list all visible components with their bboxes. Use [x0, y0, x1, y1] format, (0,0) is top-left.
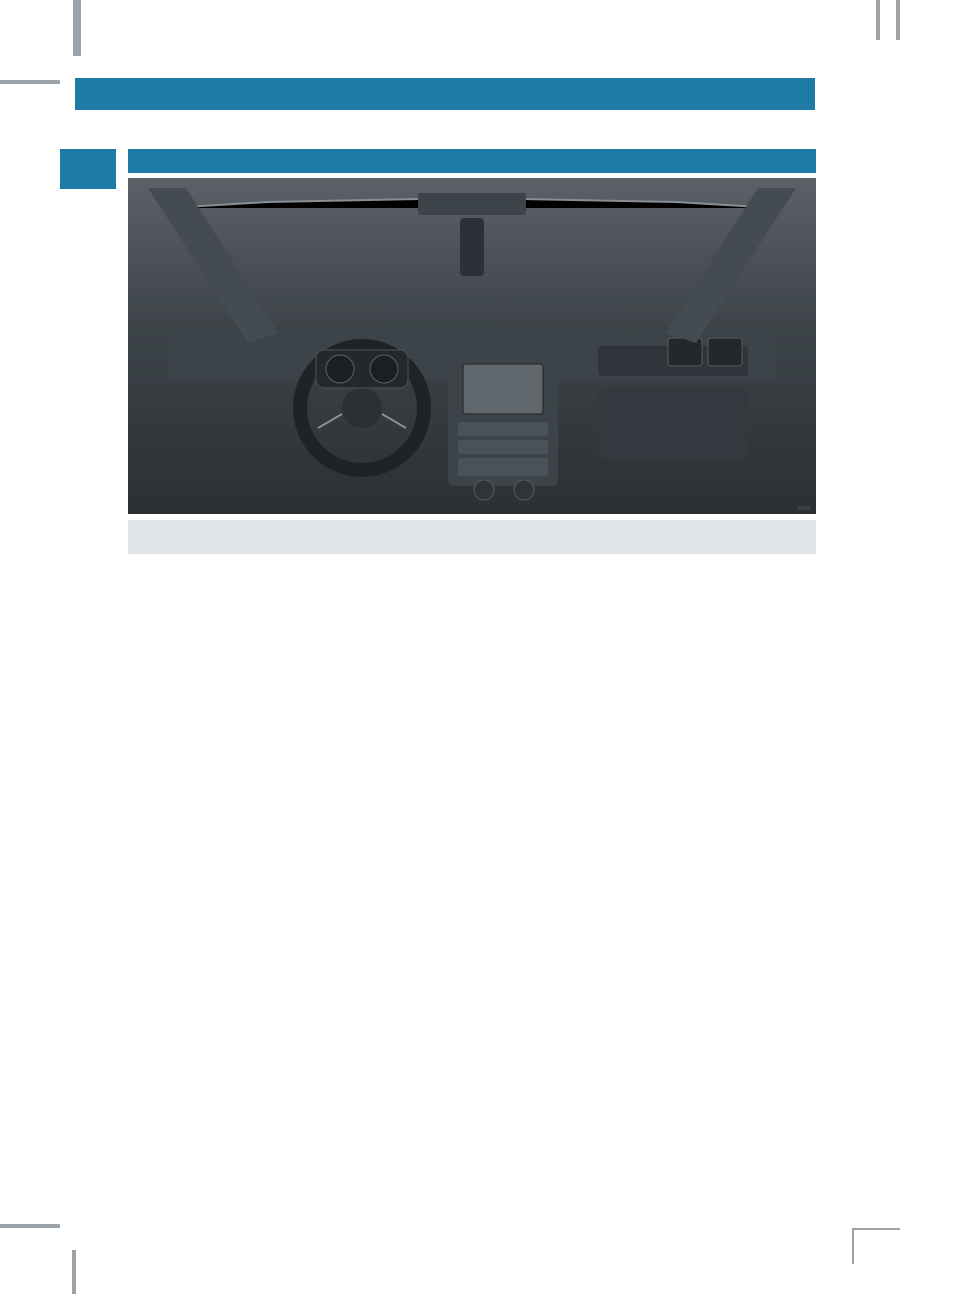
- image-reference-label: [798, 506, 810, 510]
- center-screen-shape: [463, 364, 543, 414]
- section-title: [128, 149, 816, 173]
- cockpit-svg: [128, 178, 816, 514]
- vent-shape: [708, 338, 742, 366]
- crop-mark: [852, 1228, 900, 1264]
- overhead-panel-shape: [418, 193, 526, 215]
- table-header-row: [128, 520, 816, 554]
- vent-shape: [668, 338, 702, 366]
- page-header: [75, 78, 815, 110]
- crop-mark: [0, 80, 60, 84]
- mirror-shape: [460, 218, 484, 276]
- cockpit-diagram: [128, 178, 816, 514]
- crop-mark: [72, 1250, 76, 1294]
- crop-mark: [876, 0, 880, 40]
- table-header-page: [726, 520, 816, 554]
- table-header-blank: [128, 520, 228, 554]
- table-header-function: [228, 520, 726, 554]
- side-tab-block: [60, 149, 116, 189]
- manual-page: [0, 0, 954, 1294]
- function-table: [128, 520, 816, 554]
- crop-mark: [73, 0, 81, 56]
- crop-mark: [896, 0, 900, 40]
- crop-mark: [0, 1224, 60, 1228]
